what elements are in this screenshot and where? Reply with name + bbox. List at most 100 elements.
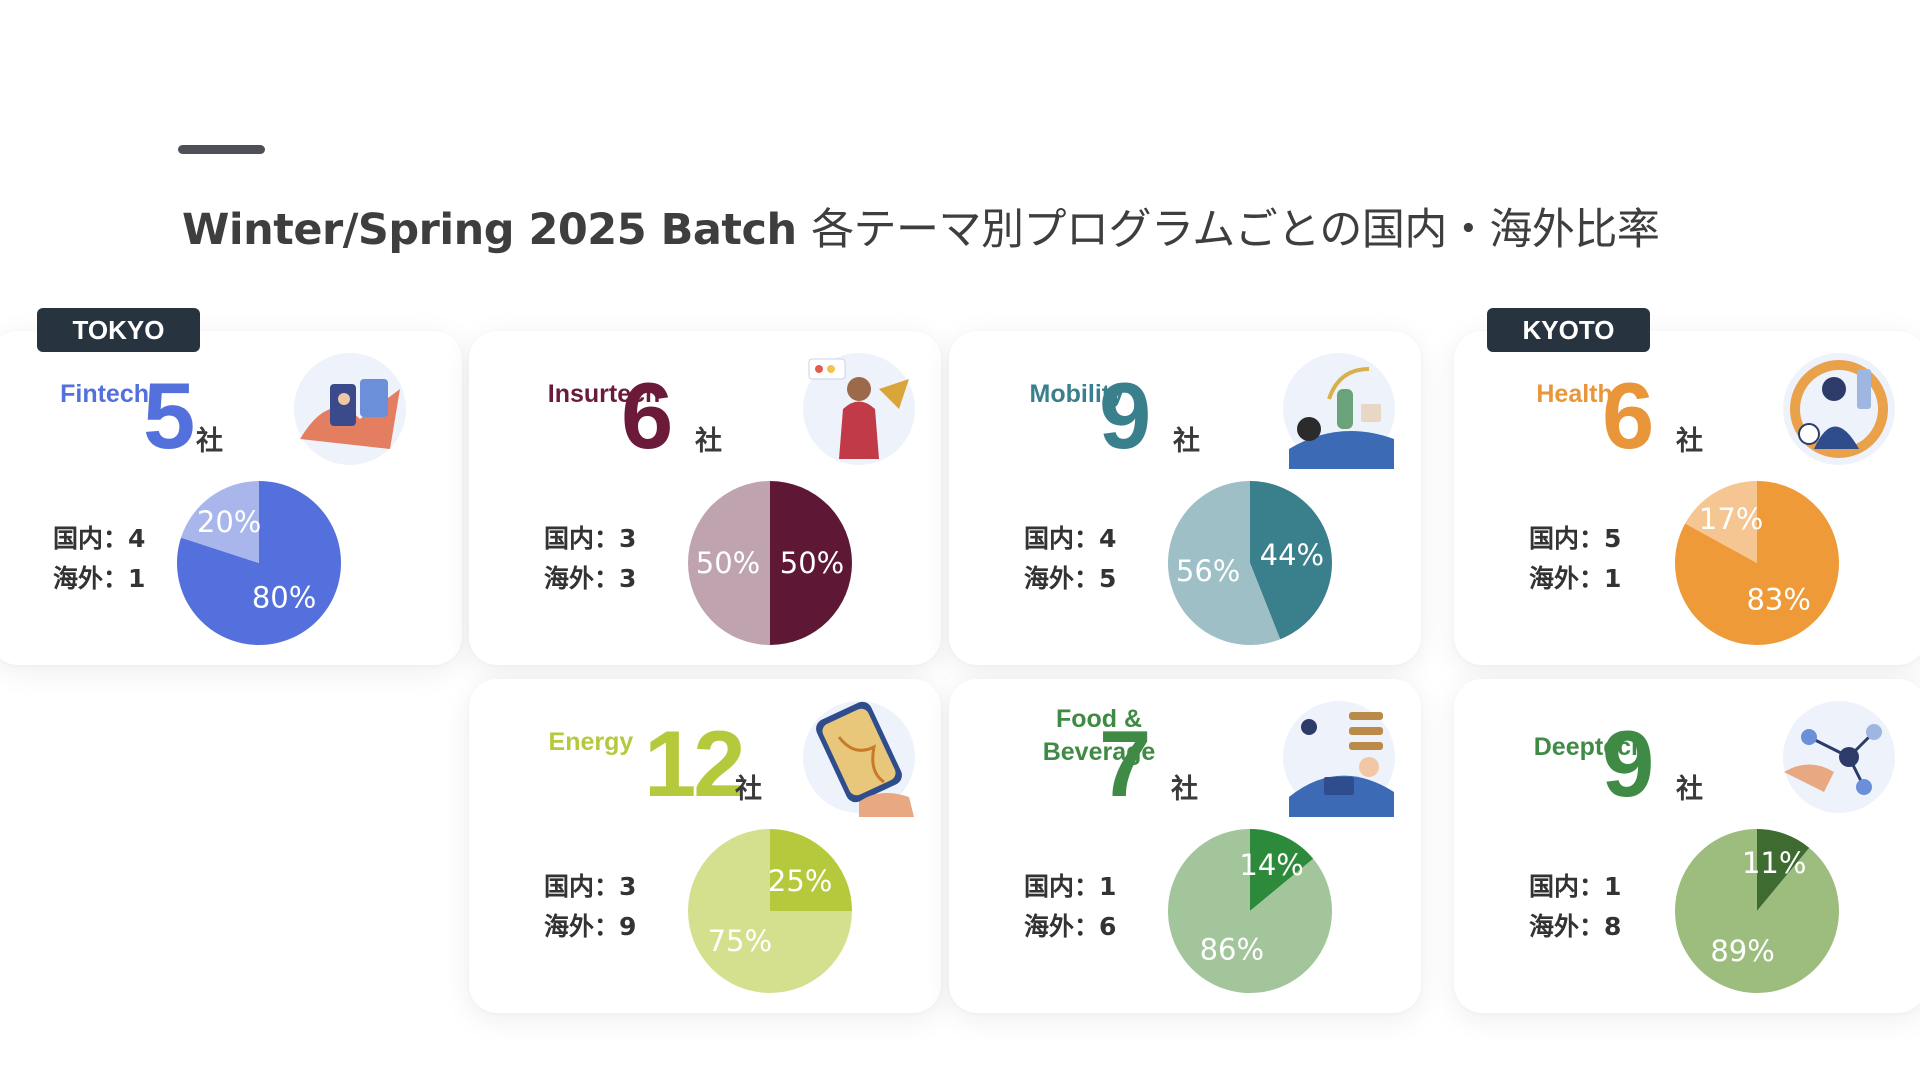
overseas-count: 海外：1	[1529, 564, 1622, 593]
pie-label-overseas: 86%	[1200, 933, 1264, 967]
pie-label-overseas: 56%	[1176, 554, 1240, 588]
theme-name: Deeptech	[1533, 733, 1647, 761]
pie-label-overseas: 17%	[1699, 502, 1763, 536]
domestic-count: 国内：1	[1024, 872, 1117, 901]
stats-block: 国内：1 海外：6	[1024, 867, 1116, 947]
company-unit: 社	[1173, 426, 1200, 457]
company-unit: 社	[1676, 426, 1703, 457]
company-count: 5	[143, 363, 195, 468]
domestic-count: 国内：1	[1529, 872, 1622, 901]
pie-label-overseas: 50%	[696, 546, 760, 580]
theme-name: Mobility	[1029, 380, 1124, 408]
domestic-count: 国内：4	[53, 524, 146, 553]
theme-card-mobility: Mobility 9 社国内：4 海外：5 44% 56%	[949, 331, 1421, 665]
stats-block: 国内：3 海外：9	[544, 867, 636, 947]
pie-slice-domestic	[770, 829, 852, 911]
theme-card-insurtech: Insurtech 6 社国内：3 海外：3 50% 50%	[469, 331, 941, 665]
overseas-count: 海外：3	[544, 564, 637, 593]
pie-chart: 83% 17%	[1675, 481, 1839, 645]
theme-name: Insurtech	[547, 380, 661, 408]
pie-chart: 25% 75%	[688, 829, 852, 993]
domestic-count: 国内：3	[544, 872, 637, 901]
health-illustration	[1783, 353, 1895, 465]
stats-block: 国内：5 海外：1	[1529, 519, 1621, 599]
illustration-shapes	[294, 353, 406, 465]
theme-name: Energy	[548, 728, 634, 756]
pie-slice-overseas	[688, 829, 852, 993]
pie-chart: 14% 86%	[1168, 829, 1332, 993]
pie-chart: 11% 89%	[1675, 829, 1839, 993]
pie-label-overseas: 89%	[1710, 934, 1774, 968]
pie-slice-overseas	[1685, 481, 1757, 563]
pie-chart: 44% 56%	[1168, 481, 1332, 645]
illustration-shapes	[1283, 353, 1395, 469]
illustration-shapes	[803, 353, 915, 465]
company-unit: 社	[1676, 774, 1703, 805]
theme-name: Food & Beverage	[1042, 705, 1156, 766]
pie-slice-domestic	[1757, 829, 1810, 911]
title-accent-line	[178, 145, 265, 154]
stats-block: 国内：4 海外：1	[53, 519, 145, 599]
page-title-latin: Winter/Spring 2025 Batch	[182, 205, 797, 255]
illustration-shapes	[1783, 701, 1895, 813]
fintech-illustration	[294, 353, 406, 465]
company-count: 6	[1602, 363, 1654, 468]
pie-label-domestic: 11%	[1742, 846, 1806, 880]
pie-label-overseas: 75%	[708, 924, 772, 958]
pie-slice-overseas	[181, 481, 259, 563]
company-count: 9	[1099, 363, 1151, 468]
company-unit: 社	[735, 774, 762, 805]
pie-slice-overseas	[1168, 481, 1281, 645]
page-title-japanese: 各テーマ別プログラムごとの国内・海外比率	[811, 205, 1660, 255]
insurtech-illustration	[803, 353, 915, 465]
pie-slice-domestic	[770, 481, 852, 645]
domestic-count: 国内：5	[1529, 524, 1622, 553]
pie-slice-domestic	[1250, 829, 1314, 911]
illustration-shapes	[1283, 701, 1395, 817]
theme-name: Health	[1536, 380, 1613, 408]
pie-label-domestic: 44%	[1260, 538, 1324, 572]
pie-label-domestic: 50%	[780, 546, 844, 580]
company-count: 12	[644, 711, 746, 816]
page-title: Winter/Spring 2025 Batch 各テーマ別プログラムごとの国内…	[182, 195, 1660, 257]
company-count: 7	[1099, 711, 1151, 816]
stats-block: 国内：4 海外：5	[1024, 519, 1116, 599]
illustration-shapes	[803, 701, 915, 817]
food-beverage-illustration	[1283, 701, 1395, 817]
pie-label-domestic: 80%	[252, 580, 316, 614]
domestic-count: 国内：3	[544, 524, 637, 553]
pie-slice-overseas	[688, 481, 770, 645]
theme-card-food-beverage: Food & Beverage 7 社国内：1 海外：6 14% 86%	[949, 679, 1421, 1013]
pie-label-domestic: 14%	[1239, 848, 1303, 882]
theme-name: Fintech	[60, 380, 150, 408]
company-unit: 社	[695, 426, 722, 457]
company-unit: 社	[196, 426, 223, 457]
deeptech-illustration	[1783, 701, 1895, 813]
pie-chart: 80% 20%	[177, 481, 341, 645]
overseas-count: 海外：6	[1024, 912, 1117, 941]
pie-slice-overseas	[1168, 829, 1332, 993]
region-tag-kyoto: KYOTO	[1487, 308, 1650, 352]
company-count: 6	[621, 363, 673, 468]
pie-label-domestic: 25%	[768, 864, 832, 898]
stats-block: 国内：1 海外：8	[1529, 867, 1621, 947]
region-tag-tokyo: TOKYO	[37, 308, 200, 352]
theme-card-health: Health 6 社国内：5 海外：1 83% 17%	[1454, 331, 1920, 665]
company-count: 9	[1602, 711, 1654, 816]
theme-card-energy: Energy 12 社国内：3 海外：9 25% 75%	[469, 679, 941, 1013]
overseas-count: 海外：5	[1024, 564, 1117, 593]
pie-label-overseas: 20%	[197, 505, 261, 539]
domestic-count: 国内：4	[1024, 524, 1117, 553]
mobility-illustration	[1283, 353, 1395, 469]
pie-chart: 50% 50%	[688, 481, 852, 645]
energy-illustration	[803, 701, 915, 817]
pie-slice-overseas	[1675, 829, 1839, 993]
company-unit: 社	[1171, 774, 1198, 805]
overseas-count: 海外：8	[1529, 912, 1622, 941]
theme-card-deeptech: Deeptech 9 社国内：1 海外：8 11% 89%	[1454, 679, 1920, 1013]
overseas-count: 海外：1	[53, 564, 146, 593]
illustration-shapes	[1783, 353, 1895, 465]
theme-card-fintech: Fintech 5 社国内：4 海外：1 80% 20%	[0, 331, 462, 665]
overseas-count: 海外：9	[544, 912, 637, 941]
pie-label-domestic: 83%	[1746, 583, 1810, 617]
